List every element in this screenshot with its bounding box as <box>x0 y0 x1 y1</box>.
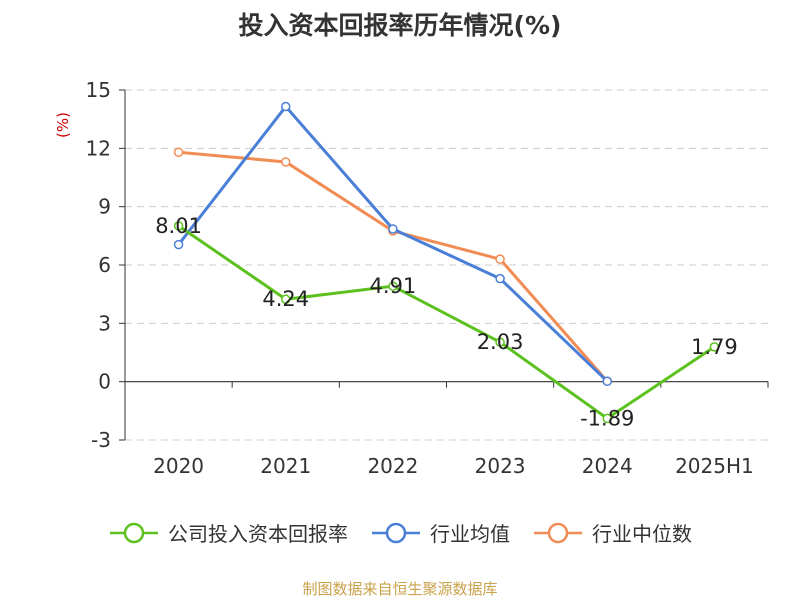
data-point <box>173 221 184 231</box>
axes: 15 12 9 6 3 0 -3 2020 2021 2022 2023 2024 2025H1 (%) <box>54 78 769 478</box>
series-line <box>178 150 609 383</box>
data-point <box>281 294 291 304</box>
data-point <box>495 273 505 284</box>
data-label: 8.01 <box>155 214 202 238</box>
source-note: 制图数据来自恒生聚源数据库 <box>302 580 498 598</box>
data-point <box>709 342 720 352</box>
legend-marker <box>385 522 407 543</box>
y-tick-label: 12 <box>86 136 111 160</box>
data-label: -1.89 <box>580 406 634 430</box>
data-point <box>602 376 612 387</box>
data-point <box>602 413 612 424</box>
y-tick-label: 9 <box>98 195 111 219</box>
y-tick-label: 0 <box>98 370 111 394</box>
legend-swatch-icon <box>534 522 582 543</box>
y-tick-label: 15 <box>86 78 111 102</box>
legend-swatch-icon <box>372 522 420 543</box>
x-tick-label: 2020 <box>153 454 204 478</box>
data-point <box>495 337 505 347</box>
series-line <box>177 105 609 383</box>
legend-label: 公司投入资本回报率 <box>168 522 348 546</box>
legend-marker <box>123 522 145 543</box>
series-line <box>177 224 716 420</box>
series-lines <box>173 101 720 424</box>
y-tick-label: -3 <box>91 428 111 452</box>
data-point <box>388 224 398 234</box>
data-label: 2.03 <box>477 330 524 354</box>
legend-swatch-icon <box>110 522 158 543</box>
legend-item[interactable]: 公司投入资本回报率 <box>108 518 348 547</box>
legend-item[interactable]: 行业中位数 <box>532 518 692 547</box>
data-point <box>281 157 291 167</box>
y-axis-title: (%) <box>54 112 72 138</box>
data-point <box>495 254 505 264</box>
chart-title: 投入资本回报率历年情况(%) <box>238 11 562 40</box>
data-labels: 8.01 4.24 4.91 2.03 -1.89 1.79 <box>155 214 738 430</box>
data-label: 4.91 <box>370 274 417 298</box>
legend-label: 行业均值 <box>430 522 510 546</box>
data-label: 4.24 <box>262 287 309 311</box>
data-point <box>173 239 184 250</box>
legend-marker <box>547 522 569 543</box>
y-tick-label: 3 <box>98 311 111 335</box>
legend-item[interactable]: 行业均值 <box>370 518 510 547</box>
x-tick-label: 2023 <box>475 454 526 478</box>
data-label: 1.79 <box>691 335 738 359</box>
data-point <box>388 281 398 291</box>
x-tick-label: 2024 <box>582 454 633 478</box>
x-tick-label: 2022 <box>367 454 418 478</box>
x-tick-label: 2021 <box>260 454 311 478</box>
legend-label: 行业中位数 <box>592 522 692 546</box>
x-tick-label: 2025H1 <box>675 454 754 478</box>
legend: 公司投入资本回报率 行业均值 行业中位数 <box>0 518 800 547</box>
data-point <box>281 101 291 112</box>
data-point <box>173 147 184 157</box>
y-tick-label: 6 <box>98 253 111 277</box>
